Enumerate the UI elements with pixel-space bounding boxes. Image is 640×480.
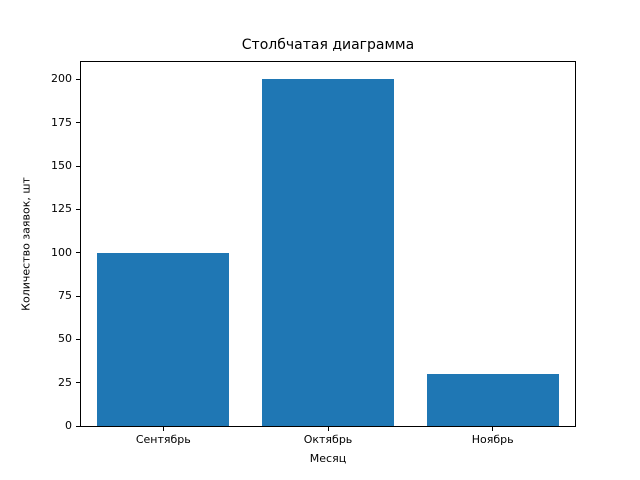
y-tick-label: 150 bbox=[51, 159, 72, 172]
x-tick-mark bbox=[492, 427, 494, 431]
y-tick-label: 200 bbox=[51, 72, 72, 86]
x-tick-mark bbox=[327, 427, 329, 431]
y-tick-label: 125 bbox=[51, 202, 72, 216]
y-tick-label: 100 bbox=[51, 245, 72, 259]
y-tick-mark bbox=[76, 425, 80, 427]
bar-Сентябрь bbox=[97, 252, 230, 426]
y-tick-label: 0 bbox=[65, 419, 72, 432]
y-tick-mark bbox=[76, 165, 80, 167]
y-tick-mark bbox=[76, 208, 80, 210]
y-tick-mark bbox=[76, 252, 80, 254]
y-tick-mark bbox=[76, 122, 80, 124]
y-tick-mark bbox=[76, 295, 80, 297]
y-tick-label: 175 bbox=[51, 115, 72, 129]
plot-area bbox=[80, 61, 576, 427]
y-tick-mark bbox=[76, 382, 80, 384]
x-tick-mark bbox=[162, 427, 164, 431]
chart-title: Столбчатая диаграмма bbox=[241, 37, 415, 53]
y-tick-label: 25 bbox=[58, 375, 72, 389]
x-tick-label: Ноябрь bbox=[471, 433, 514, 446]
y-tick-label: 75 bbox=[58, 289, 72, 302]
y-tick-mark bbox=[76, 78, 80, 80]
bar-Октябрь bbox=[262, 79, 394, 426]
y-tick-label: 50 bbox=[58, 332, 72, 346]
bar-Ноябрь bbox=[426, 374, 559, 426]
x-tick-label: Октябрь bbox=[303, 433, 353, 446]
x-axis-label: Месяц bbox=[309, 452, 347, 465]
x-tick-label: Сентябрь bbox=[135, 433, 191, 446]
y-tick-mark bbox=[76, 338, 80, 340]
